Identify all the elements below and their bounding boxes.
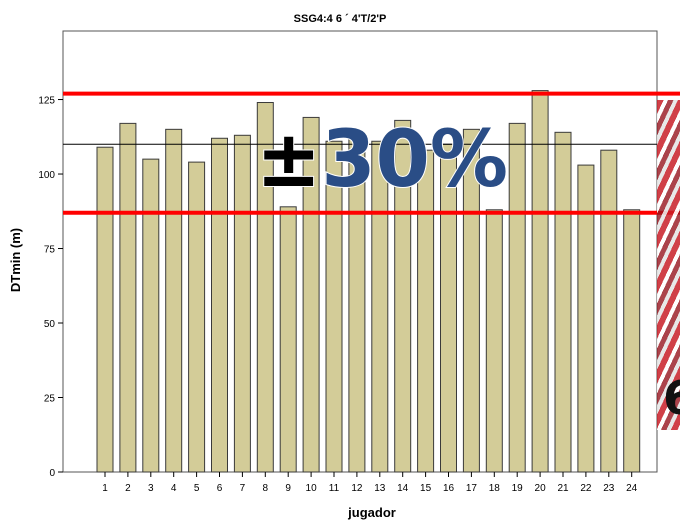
x-tick-label-9: 9 bbox=[285, 483, 291, 494]
x-axis-label: jugador bbox=[347, 505, 396, 520]
x-tick-label-20: 20 bbox=[535, 483, 547, 494]
x-tick-label-4: 4 bbox=[171, 483, 177, 494]
percent-annotation: ±30% bbox=[256, 115, 508, 205]
bar-23 bbox=[600, 149, 618, 473]
x-tick-label-17: 17 bbox=[466, 483, 478, 494]
percent-value: 30% bbox=[321, 115, 508, 205]
x-tick-label-7: 7 bbox=[240, 483, 246, 494]
y-tick-label-50: 50 bbox=[44, 319, 56, 330]
x-tick-label-11: 11 bbox=[329, 483, 340, 494]
reference-lines bbox=[63, 91, 680, 215]
x-tick-label-19: 19 bbox=[512, 483, 524, 494]
bar-6 bbox=[211, 137, 228, 473]
x-tick-label-6: 6 bbox=[217, 483, 223, 494]
chart-title: SSG4:4 6 ´ 4'T/2'P bbox=[294, 13, 387, 25]
x-tick-label-15: 15 bbox=[420, 483, 432, 494]
x-tick-label-1: 1 bbox=[102, 483, 108, 494]
bar-3 bbox=[142, 158, 160, 473]
y-tick-label-75: 75 bbox=[44, 245, 56, 256]
bar-7 bbox=[233, 134, 251, 473]
x-tick-label-21: 21 bbox=[557, 483, 569, 494]
x-tick-label-24: 24 bbox=[626, 483, 638, 494]
x-tick-label-5: 5 bbox=[194, 483, 200, 494]
x-tick-label-10: 10 bbox=[306, 483, 318, 494]
plus-minus-sign: ± bbox=[256, 115, 321, 205]
x-tick-label-12: 12 bbox=[351, 483, 363, 494]
bar-5 bbox=[188, 161, 206, 473]
x-tick-label-13: 13 bbox=[374, 483, 386, 494]
bar-9 bbox=[279, 206, 297, 473]
x-tick-label-14: 14 bbox=[397, 483, 409, 494]
y-tick-label-0: 0 bbox=[49, 468, 55, 479]
y-axis: 0 25 50 75 100 125 bbox=[38, 96, 63, 479]
bar-18 bbox=[485, 209, 503, 473]
x-tick-label-2: 2 bbox=[125, 483, 131, 494]
bar-20 bbox=[531, 90, 549, 473]
y-tick-label-125: 125 bbox=[38, 96, 55, 107]
bar-2 bbox=[119, 122, 137, 473]
x-tick-label-8: 8 bbox=[263, 483, 269, 494]
x-tick-label-23: 23 bbox=[603, 483, 615, 494]
x-tick-label-18: 18 bbox=[489, 483, 501, 494]
bars-group bbox=[96, 90, 641, 473]
bar-19 bbox=[508, 122, 526, 473]
bar-4 bbox=[165, 128, 183, 473]
y-axis-label: DTmin (m) bbox=[8, 228, 23, 292]
x-axis: 1 2 3 4 5 6 7 8 9 10 11 12 13 14 15 16 17 18 19 20 21 22 23 24 bbox=[102, 472, 638, 494]
photo-number-glyph: 6 bbox=[663, 371, 680, 425]
bar-24 bbox=[623, 209, 641, 473]
bar-21 bbox=[554, 131, 572, 473]
bar-1 bbox=[96, 146, 114, 473]
photo-fragment bbox=[657, 100, 680, 430]
y-tick-label-25: 25 bbox=[44, 394, 56, 405]
y-tick-label-100: 100 bbox=[38, 170, 55, 181]
x-tick-label-22: 22 bbox=[580, 483, 592, 494]
x-tick-label-3: 3 bbox=[148, 483, 154, 494]
x-tick-label-16: 16 bbox=[443, 483, 455, 494]
